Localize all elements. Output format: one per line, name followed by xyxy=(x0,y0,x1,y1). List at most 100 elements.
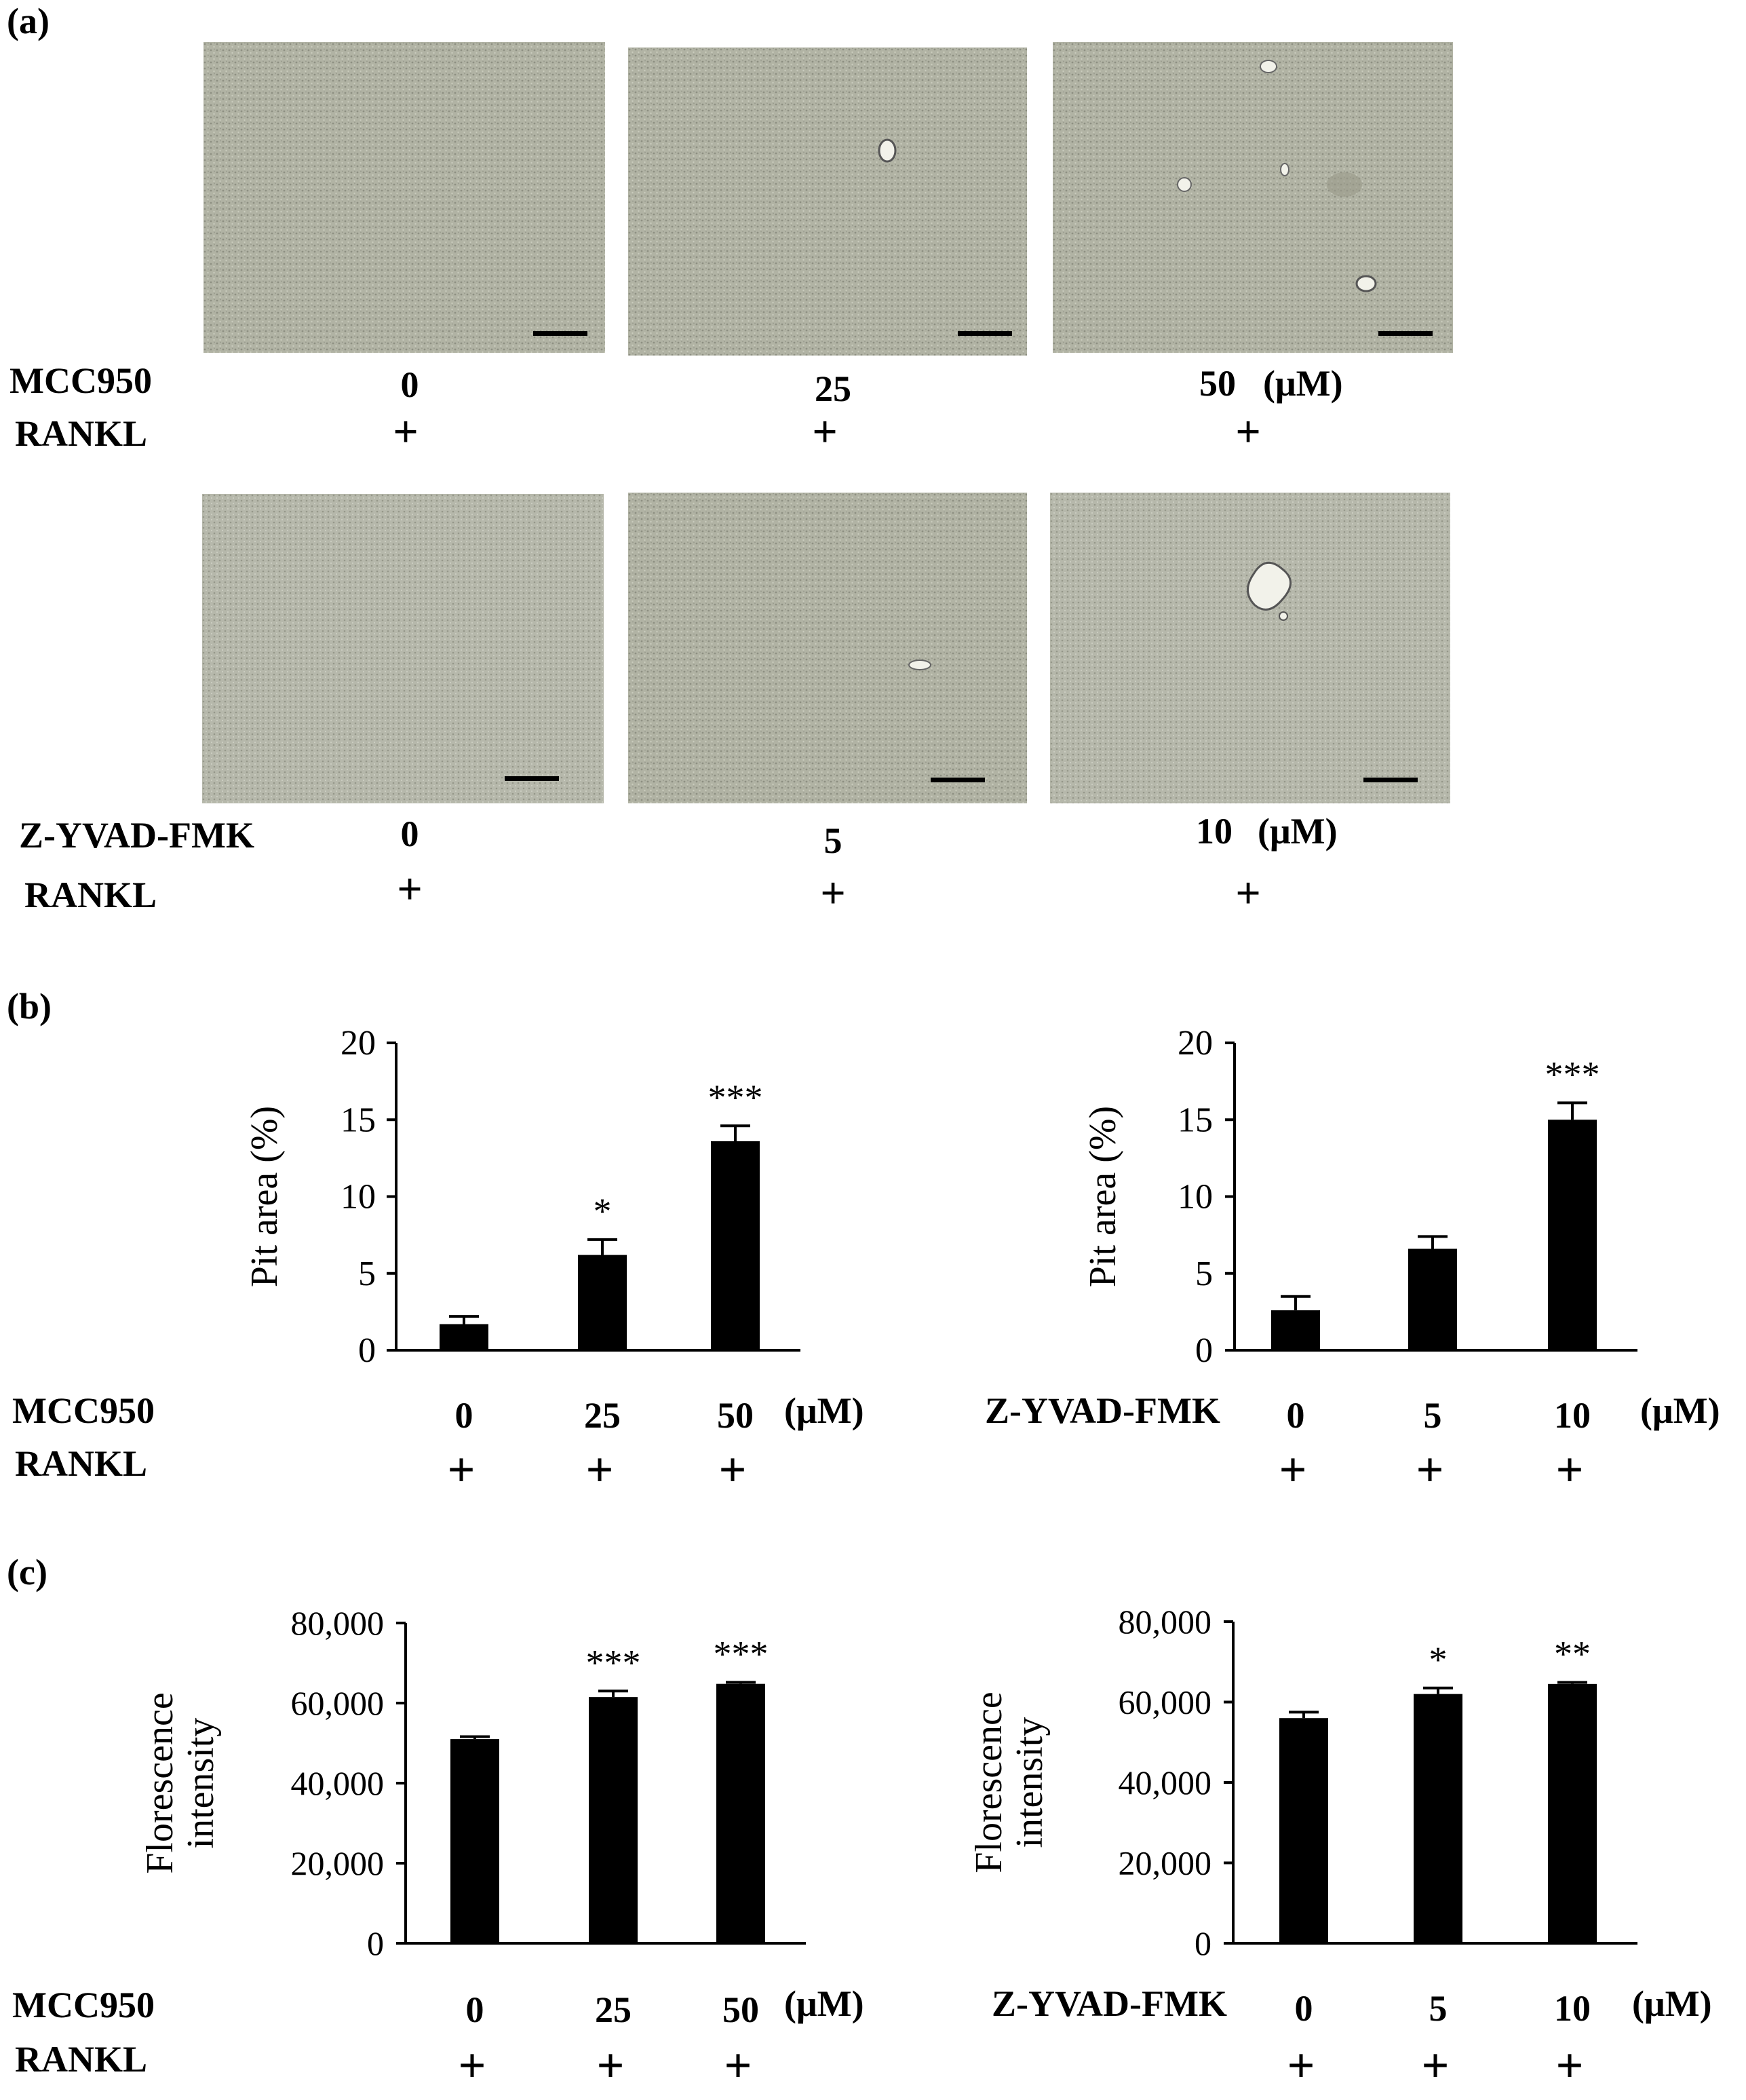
y-tick-label: 20 xyxy=(1178,1024,1213,1063)
dose-label: 0 xyxy=(400,814,419,854)
dose-label: 5 xyxy=(823,820,842,861)
rankl-label: RANKL xyxy=(15,413,148,454)
x-tick-label: 10 xyxy=(1554,1988,1591,2029)
micrograph-mcc950-25 xyxy=(628,47,1027,356)
unit-label: (μM) xyxy=(1640,1390,1720,1431)
y-tick-label: 20,000 xyxy=(291,1844,385,1882)
plus-sign: + xyxy=(596,2038,624,2093)
y-tick-label: 0 xyxy=(1195,1924,1211,1962)
dose-label: 10 xyxy=(1196,811,1233,852)
x-tick-label: 0 xyxy=(455,1395,473,1436)
scale-bar xyxy=(1378,331,1433,336)
drug-label-mcc950: MCC950 xyxy=(9,360,152,401)
plus-sign: + xyxy=(393,407,419,457)
y-axis-label: Pit area (%) xyxy=(1082,1106,1124,1287)
bar xyxy=(1279,1718,1328,1943)
significance-marker: *** xyxy=(1545,1054,1600,1094)
significance-marker: *** xyxy=(708,1077,763,1118)
micrograph-zyvad-0 xyxy=(202,494,604,803)
plus-sign: + xyxy=(458,2038,486,2093)
plus-sign: + xyxy=(1555,1443,1583,1497)
plus-sign: + xyxy=(812,407,838,457)
scale-bar xyxy=(958,331,1012,336)
plus-sign: + xyxy=(820,868,846,918)
y-tick-label: 10 xyxy=(1178,1178,1213,1217)
plus-sign: + xyxy=(397,864,423,914)
y-axis-label-line2: intensity xyxy=(1009,1717,1051,1848)
significance-marker: ** xyxy=(1554,1633,1591,1674)
panel-label-c: (c) xyxy=(7,1552,47,1592)
y-tick-label: 5 xyxy=(358,1255,376,1293)
rankl-label: RANKL xyxy=(15,1443,148,1484)
significance-marker: * xyxy=(594,1191,612,1232)
plus-sign: + xyxy=(1235,868,1261,918)
dose-label: 50 xyxy=(1199,363,1236,404)
drug-label-zyvad: Z-YVAD-FMK xyxy=(992,1983,1227,2024)
drug-label-mcc950: MCC950 xyxy=(12,1390,155,1431)
x-tick-label: 5 xyxy=(1429,1988,1448,2029)
panel-label-b: (b) xyxy=(7,986,52,1027)
micrograph-zyvad-10 xyxy=(1050,493,1450,803)
significance-marker: * xyxy=(1429,1639,1448,1680)
x-tick-label: 5 xyxy=(1424,1395,1442,1436)
panel-label-a: (a) xyxy=(7,1,50,41)
unit-label: (μM) xyxy=(1258,811,1338,852)
y-tick-label: 15 xyxy=(1178,1101,1213,1139)
y-axis-label-line1: Florescence xyxy=(139,1692,181,1873)
x-tick-label: 25 xyxy=(595,1989,632,2030)
scale-bar xyxy=(533,331,587,336)
y-tick-label: 0 xyxy=(367,1924,384,1962)
y-axis-label-line2: intensity xyxy=(180,1718,222,1849)
unit-label: (μM) xyxy=(784,1390,864,1431)
plus-sign: + xyxy=(1421,2038,1449,2093)
plus-sign: + xyxy=(718,1443,746,1497)
dose-label: 0 xyxy=(400,364,419,405)
significance-marker: *** xyxy=(714,1633,769,1674)
bar xyxy=(1548,1683,1597,1943)
unit-label: (μM) xyxy=(784,1983,864,2024)
unit-label: (μM) xyxy=(1263,363,1343,404)
plus-sign: + xyxy=(1555,2038,1583,2093)
x-tick-label: 0 xyxy=(1295,1988,1313,2029)
drug-label-mcc950: MCC950 xyxy=(12,1985,155,2025)
bar xyxy=(711,1141,760,1350)
bar xyxy=(1548,1120,1597,1350)
x-tick-label: 25 xyxy=(584,1395,621,1436)
micrograph-mcc950-50 xyxy=(1053,42,1453,353)
y-tick-label: 0 xyxy=(1195,1331,1213,1370)
x-tick-label: 50 xyxy=(722,1989,759,2030)
y-tick-label: 80,000 xyxy=(1119,1603,1212,1641)
scale-bar xyxy=(1363,778,1418,782)
y-tick-label: 20,000 xyxy=(1119,1844,1212,1882)
y-tick-label: 5 xyxy=(1195,1255,1213,1293)
bar xyxy=(578,1255,627,1350)
micrograph-mcc950-0 xyxy=(203,42,605,353)
plus-sign: + xyxy=(447,1443,475,1497)
bar xyxy=(1408,1248,1457,1350)
x-tick-label: 0 xyxy=(1287,1395,1305,1436)
plus-sign: + xyxy=(1416,1443,1443,1497)
x-tick-label: 50 xyxy=(717,1395,754,1436)
micrograph-zyvad-5 xyxy=(628,493,1027,803)
bar xyxy=(440,1324,488,1350)
x-tick-label: 10 xyxy=(1554,1395,1591,1436)
rankl-label: RANKL xyxy=(24,875,157,915)
bar xyxy=(1414,1694,1462,1943)
scale-bar xyxy=(931,778,985,782)
y-axis-label-line1: Florescence xyxy=(968,1692,1010,1873)
scale-bar xyxy=(505,776,559,781)
plus-sign: + xyxy=(585,1443,613,1497)
bar xyxy=(589,1697,638,1943)
plus-sign: + xyxy=(1287,2038,1315,2093)
drug-label-zyvad: Z-YVAD-FMK xyxy=(985,1390,1220,1431)
plus-sign: + xyxy=(724,2038,752,2093)
dose-label: 25 xyxy=(815,368,851,409)
y-tick-label: 15 xyxy=(341,1101,376,1139)
bar xyxy=(716,1683,765,1943)
plus-sign: + xyxy=(1279,1443,1306,1497)
rankl-label: RANKL xyxy=(15,2039,148,2080)
y-tick-label: 60,000 xyxy=(291,1684,385,1722)
bar xyxy=(450,1739,499,1943)
drug-label-zyvad: Z-YVAD-FMK xyxy=(19,815,254,856)
